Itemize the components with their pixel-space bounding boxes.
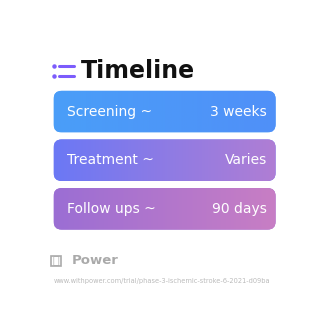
Text: www.withpower.com/trial/phase-3-ischemic-stroke-6-2021-d09ba: www.withpower.com/trial/phase-3-ischemic… bbox=[54, 279, 270, 284]
Text: Timeline: Timeline bbox=[81, 59, 195, 83]
FancyBboxPatch shape bbox=[54, 139, 276, 181]
Text: Varies: Varies bbox=[225, 153, 267, 167]
Text: Screening ~: Screening ~ bbox=[67, 105, 152, 119]
Text: Power: Power bbox=[72, 254, 119, 267]
FancyBboxPatch shape bbox=[54, 188, 276, 230]
Text: ⏻: ⏻ bbox=[53, 256, 60, 266]
Text: 3 weeks: 3 weeks bbox=[210, 105, 267, 119]
Text: Treatment ~: Treatment ~ bbox=[67, 153, 154, 167]
FancyBboxPatch shape bbox=[54, 91, 276, 132]
Text: Follow ups ~: Follow ups ~ bbox=[67, 202, 156, 216]
Text: 90 days: 90 days bbox=[212, 202, 267, 216]
